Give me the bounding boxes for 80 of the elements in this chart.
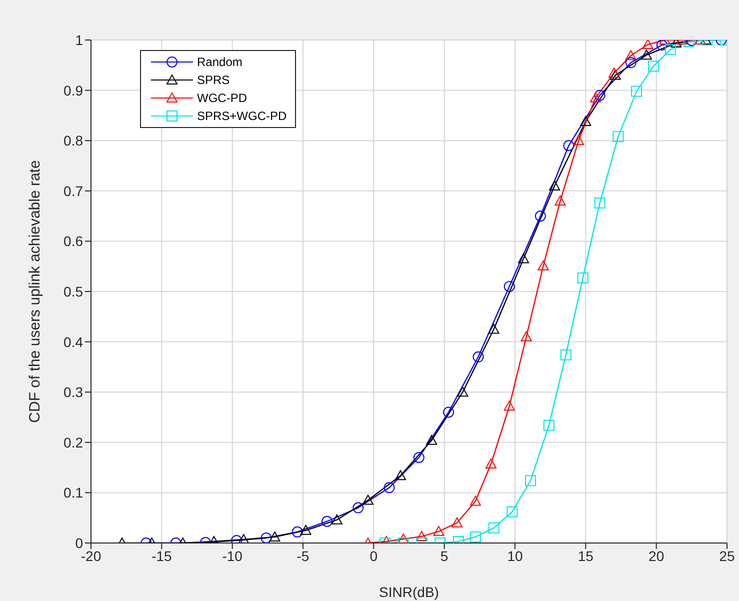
x-tick-label: 20 — [648, 548, 664, 564]
point — [384, 482, 395, 494]
point — [504, 280, 515, 292]
point — [470, 531, 481, 542]
point — [612, 131, 624, 142]
point — [560, 349, 572, 360]
point — [642, 40, 654, 50]
point — [269, 531, 280, 542]
point — [590, 92, 602, 102]
point — [640, 50, 652, 60]
y-tick-label: 0.1 — [64, 484, 84, 501]
point — [664, 44, 676, 56]
point — [457, 386, 468, 397]
point — [543, 420, 554, 431]
point — [520, 331, 532, 342]
y-tick-label: 0.3 — [64, 384, 84, 400]
point — [625, 57, 636, 68]
point — [395, 470, 406, 480]
legend-label: SPRS — [197, 73, 230, 87]
point — [416, 530, 428, 541]
point — [300, 524, 312, 535]
y-tick-label: 0.4 — [64, 334, 84, 350]
point — [594, 90, 606, 101]
x-tick-label: 0 — [370, 548, 378, 564]
point — [525, 475, 536, 486]
x-tick-label: 25 — [719, 548, 735, 564]
x-tick-label: 10 — [507, 548, 523, 564]
point — [331, 514, 342, 524]
point — [549, 180, 560, 190]
point — [322, 516, 333, 527]
point — [238, 534, 250, 543]
point — [631, 86, 642, 97]
point — [260, 532, 272, 543]
point — [485, 458, 496, 469]
y-tick-label: 0.7 — [64, 182, 84, 199]
y-tick-label: 0 — [75, 534, 84, 551]
x-axis-title: SINR(dB) — [379, 584, 439, 600]
legend-label: Random — [197, 55, 242, 69]
point — [580, 116, 592, 126]
y-axis-title: CDF of the users uplink achievable rate — [26, 160, 44, 423]
point — [362, 494, 374, 505]
point — [577, 272, 588, 284]
point — [625, 50, 636, 60]
point — [292, 526, 303, 538]
point — [563, 140, 574, 152]
point — [398, 533, 409, 543]
x-tick-label: -20 — [80, 548, 102, 564]
legend-label: SPRS+WGC-PD — [197, 109, 287, 123]
point — [594, 197, 606, 208]
y-tick-label: 0.6 — [64, 233, 84, 250]
point — [426, 434, 438, 445]
legend-label: WGC-PD — [197, 91, 247, 105]
x-tick-label: -15 — [152, 548, 172, 564]
x-tick-label: 5 — [440, 548, 448, 564]
point — [433, 526, 444, 536]
y-tick-label: 0.2 — [64, 434, 84, 450]
point — [518, 253, 529, 264]
y-tick-label: 0.5 — [64, 283, 84, 300]
point — [656, 40, 668, 51]
point — [470, 496, 481, 506]
point — [506, 506, 518, 518]
point — [488, 324, 500, 334]
point — [573, 135, 584, 146]
point — [452, 517, 463, 528]
y-tick-label: 0.8 — [64, 132, 84, 149]
point — [534, 210, 546, 222]
point — [554, 195, 566, 206]
point — [648, 60, 660, 72]
x-tick-label: -10 — [222, 548, 243, 564]
x-tick-label: -5 — [296, 548, 310, 564]
x-tick-label: 15 — [578, 548, 594, 564]
point — [538, 260, 549, 270]
y-tick-label: 1 — [75, 32, 84, 48]
point — [413, 452, 424, 463]
point — [504, 400, 515, 411]
point — [472, 351, 484, 362]
point — [443, 406, 454, 418]
point — [352, 502, 364, 514]
y-tick-label: 0.9 — [64, 82, 84, 98]
point — [488, 522, 500, 534]
